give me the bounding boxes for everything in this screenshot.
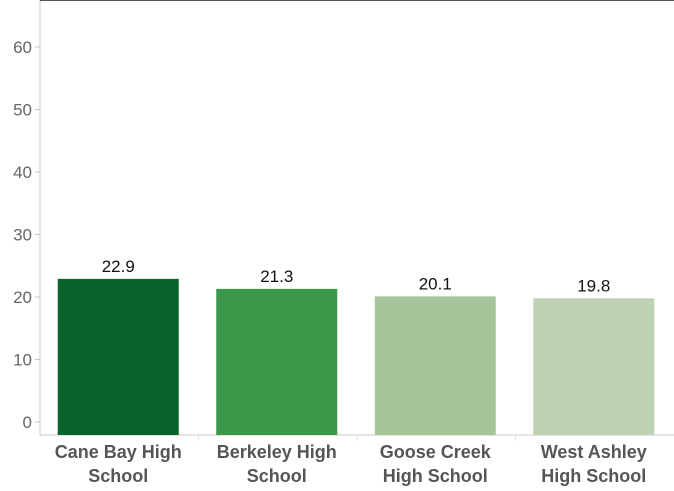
y-tick-label: 50 <box>13 101 32 120</box>
bar <box>216 288 338 435</box>
x-category-label: Goose Creek <box>380 442 492 462</box>
data-label: 21.3 <box>260 267 293 286</box>
y-tick-label: 60 <box>13 38 32 57</box>
data-label: 19.8 <box>577 276 610 295</box>
data-label: 20.1 <box>419 274 452 293</box>
bar <box>533 298 655 435</box>
x-category-label: School <box>247 466 307 486</box>
y-tick-label: 40 <box>13 163 32 182</box>
x-category-label: Cane Bay High <box>55 442 182 462</box>
bars <box>57 278 655 435</box>
x-category-label: Berkeley High <box>217 442 337 462</box>
x-category-label: West Ashley <box>541 442 647 462</box>
y-tick-label: 0 <box>23 413 32 432</box>
labels: 22.9 Cane Bay High School 21.3 Berkeley High… <box>55 257 647 486</box>
bar <box>57 278 179 435</box>
bar <box>374 296 496 435</box>
x-category-label: School <box>88 466 148 486</box>
y-tick-label: 10 <box>13 351 32 370</box>
y-tick-label: 20 <box>13 288 32 307</box>
x-category-label: High School <box>541 466 646 486</box>
data-label: 22.9 <box>102 257 135 276</box>
y-tick-label: 30 <box>13 226 32 245</box>
x-category-label: High School <box>383 466 488 486</box>
